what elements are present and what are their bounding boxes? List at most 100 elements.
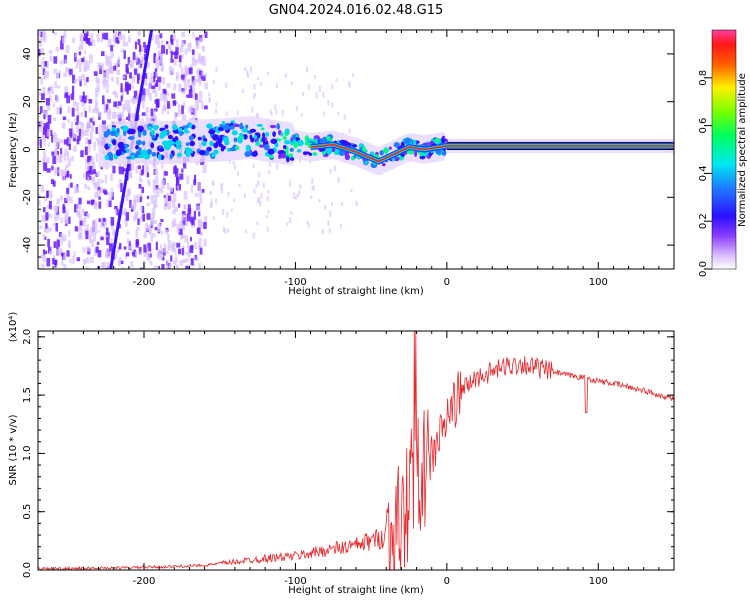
- noise-mark: [60, 148, 63, 155]
- noise-mark: [152, 109, 156, 119]
- noise-mark: [72, 85, 75, 95]
- noise-mark: [44, 60, 48, 67]
- noise-mark: [132, 115, 135, 123]
- signal-blob: [107, 154, 114, 161]
- noise-mark: [83, 107, 86, 112]
- noise-mark: [139, 267, 144, 269]
- signal-blob: [105, 143, 109, 151]
- noise-mark: [98, 218, 101, 223]
- noise-mark: [48, 213, 53, 218]
- sparse-mark: [266, 196, 269, 201]
- noise-mark: [84, 50, 87, 55]
- noise-mark: [110, 51, 114, 58]
- sparse-mark: [208, 92, 211, 97]
- noise-mark: [201, 75, 206, 81]
- noise-mark: [49, 55, 53, 62]
- sparse-mark: [215, 103, 218, 107]
- noise-mark: [159, 53, 164, 63]
- signal-blob: [245, 124, 249, 129]
- noise-mark: [104, 251, 109, 258]
- signal-blob: [137, 125, 144, 133]
- noise-mark: [49, 251, 53, 255]
- noise-mark: [74, 226, 78, 232]
- signal-blob: [175, 139, 182, 147]
- sparse-mark: [222, 208, 225, 215]
- noise-mark: [166, 83, 171, 88]
- noise-mark: [176, 72, 179, 79]
- noise-mark: [163, 195, 166, 199]
- noise-mark: [145, 44, 149, 49]
- noise-mark: [184, 220, 188, 226]
- signal-blob: [115, 149, 122, 157]
- noise-mark: [100, 179, 104, 184]
- noise-mark: [94, 219, 97, 225]
- noise-mark: [169, 66, 173, 76]
- sparse-mark: [295, 106, 298, 111]
- noise-mark: [172, 268, 176, 269]
- sparse-mark: [318, 198, 321, 203]
- noise-mark: [51, 165, 54, 171]
- noise-mark: [40, 184, 45, 193]
- sparse-mark: [276, 164, 279, 170]
- noise-mark: [113, 65, 117, 71]
- noise-mark: [199, 37, 203, 43]
- noise-mark: [106, 75, 109, 80]
- noise-mark: [96, 37, 101, 43]
- noise-mark: [167, 44, 171, 50]
- noise-mark: [187, 83, 190, 88]
- noise-mark: [132, 252, 135, 256]
- noise-mark: [128, 240, 131, 250]
- noise-mark: [161, 256, 165, 261]
- noise-mark: [59, 154, 63, 163]
- noise-mark: [83, 66, 87, 72]
- noise-mark: [150, 219, 155, 224]
- noise-mark: [128, 112, 131, 121]
- noise-mark: [106, 236, 110, 246]
- noise-mark: [171, 67, 175, 75]
- noise-mark: [179, 260, 184, 266]
- noise-mark: [39, 225, 43, 230]
- signal-blob: [291, 134, 297, 141]
- sparse-mark: [281, 109, 284, 116]
- noise-mark: [172, 218, 177, 227]
- noise-mark: [63, 73, 67, 77]
- noise-mark: [155, 188, 160, 197]
- noise-mark: [165, 49, 168, 55]
- noise-mark: [176, 177, 179, 185]
- noise-mark: [178, 55, 182, 63]
- sparse-mark: [275, 109, 278, 115]
- noise-mark: [58, 70, 62, 74]
- signal-blob: [138, 132, 142, 138]
- noise-mark: [70, 121, 74, 130]
- noise-mark: [145, 107, 150, 113]
- noise-mark: [167, 195, 172, 202]
- noise-mark: [183, 115, 187, 121]
- noise-mark: [143, 244, 147, 253]
- noise-mark: [120, 166, 125, 175]
- signal-blob: [126, 156, 133, 160]
- noise-mark: [68, 137, 72, 144]
- noise-mark: [134, 41, 137, 50]
- noise-mark: [59, 154, 64, 158]
- noise-mark: [51, 134, 54, 143]
- noise-mark: [126, 231, 130, 235]
- signal-blob: [153, 125, 159, 131]
- noise-mark: [67, 106, 71, 113]
- noise-mark: [153, 220, 157, 225]
- noise-mark: [115, 76, 120, 85]
- noise-mark: [146, 252, 151, 261]
- noise-mark: [164, 93, 167, 100]
- noise-mark: [139, 178, 143, 183]
- sparse-mark: [331, 83, 334, 89]
- noise-mark: [42, 207, 46, 213]
- noise-mark: [105, 88, 109, 93]
- signal-blob: [229, 147, 236, 152]
- noise-mark: [122, 41, 127, 47]
- sparse-mark: [290, 81, 293, 85]
- noise-mark: [148, 92, 152, 101]
- noise-mark: [160, 230, 163, 235]
- noise-mark: [177, 102, 180, 107]
- noise-mark: [108, 107, 112, 114]
- noise-mark: [133, 213, 138, 218]
- noise-mark: [183, 77, 187, 83]
